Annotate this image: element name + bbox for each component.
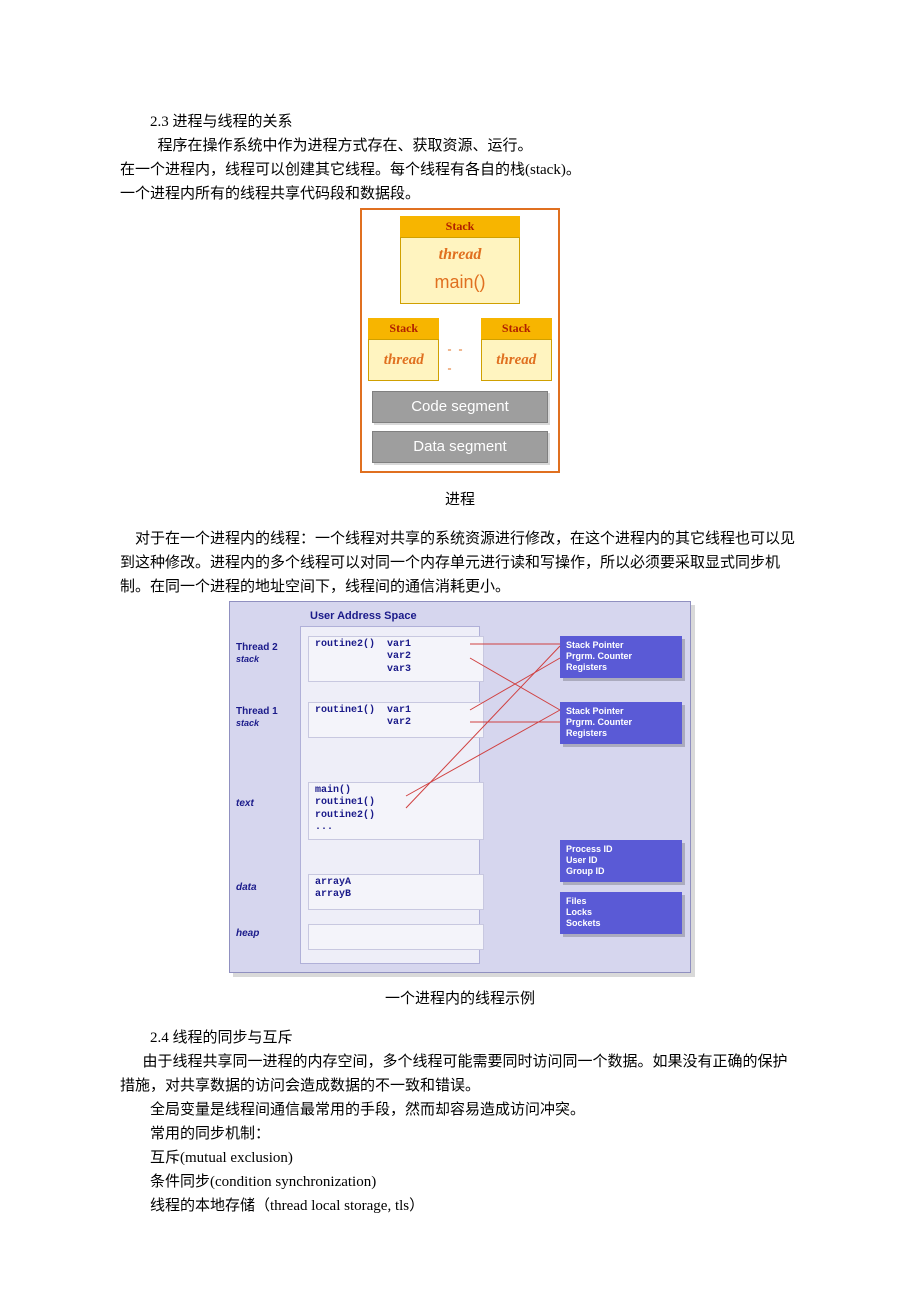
process-diagram: Stack thread main() Stack thread - - - S… <box>120 208 800 473</box>
right-box-files: Files Locks Sockets <box>560 892 682 934</box>
paragraph: 程序在操作系统中作为进程方式存在、获取资源、运行。 <box>120 134 800 158</box>
process-box: Stack thread main() Stack thread - - - S… <box>360 208 560 473</box>
paragraph: 常用的同步机制： <box>120 1122 800 1146</box>
label-text: Thread 2 <box>236 642 278 653</box>
ellipsis: - - - <box>447 320 472 378</box>
paragraph: 一个进程内所有的线程共享代码段和数据段。 <box>120 182 800 206</box>
paragraph: 互斥(mutual exclusion) <box>120 1146 800 1170</box>
data-segment-label: Data segment <box>372 431 548 463</box>
code-text-segment: main() routine1() routine2() ... <box>308 782 484 840</box>
code-segment-label: Code segment <box>372 391 548 423</box>
label-text-seg: text <box>236 798 254 810</box>
label-thread1: Thread 1 stack <box>236 706 278 730</box>
right-box-thread1: Stack Pointer Prgrm. Counter Registers <box>560 702 682 744</box>
paragraph: 条件同步(condition synchronization) <box>120 1170 800 1194</box>
address-space-box: User Address Space routine2() var1 var2 … <box>229 601 691 973</box>
address-space-diagram: User Address Space routine2() var1 var2 … <box>120 601 800 973</box>
right-box-thread2: Stack Pointer Prgrm. Counter Registers <box>560 636 682 678</box>
paragraph: 由于线程共享同一进程的内存空间，多个线程可能需要同时访问同一个数据。如果没有正确… <box>120 1050 800 1098</box>
stack-label: Stack <box>368 318 439 339</box>
code-data-segment: arrayA arrayB <box>308 874 484 910</box>
paragraph: 线程的本地存储（thread local storage, tls） <box>120 1194 800 1218</box>
label-text: Thread 1 <box>236 706 278 717</box>
document-page: 2.3 进程与线程的关系 程序在操作系统中作为进程方式存在、获取资源、运行。 在… <box>0 0 920 1302</box>
paragraph: 对于在一个进程内的线程：一个线程对共享的系统资源进行修改，在这个进程内的其它线程… <box>120 527 800 599</box>
thread-label: thread <box>369 348 438 372</box>
diagram-caption: 进程 <box>120 488 800 512</box>
paragraph: 在一个进程内，线程可以创建其它线程。每个线程有各自的栈(stack)。 <box>120 158 800 182</box>
right-box-process: Process ID User ID Group ID <box>560 840 682 882</box>
thread-main-box: thread main() <box>400 237 520 303</box>
thread-label: thread <box>482 348 551 372</box>
label-data-seg: data <box>236 882 257 894</box>
label-thread2: Thread 2 stack <box>236 642 278 666</box>
paragraph: 全局变量是线程间通信最常用的手段，然而却容易造成访问冲突。 <box>120 1098 800 1122</box>
section-heading-2-3: 2.3 进程与线程的关系 <box>120 110 800 134</box>
stack-label: Stack <box>400 216 520 237</box>
code-thread1-stack: routine1() var1 var2 <box>308 702 484 738</box>
section-heading-2-4: 2.4 线程的同步与互斥 <box>120 1026 800 1050</box>
code-thread2-stack: routine2() var1 var2 var3 <box>308 636 484 682</box>
stack-label: Stack <box>481 318 552 339</box>
label-sub: stack <box>236 718 259 728</box>
diagram-title: User Address Space <box>310 608 417 626</box>
label-heap-seg: heap <box>236 928 259 940</box>
diagram-caption: 一个进程内的线程示例 <box>120 987 800 1011</box>
label-sub: stack <box>236 654 259 664</box>
code-heap-segment <box>308 924 484 950</box>
main-label: main() <box>401 268 519 297</box>
thread-label: thread <box>401 242 519 268</box>
